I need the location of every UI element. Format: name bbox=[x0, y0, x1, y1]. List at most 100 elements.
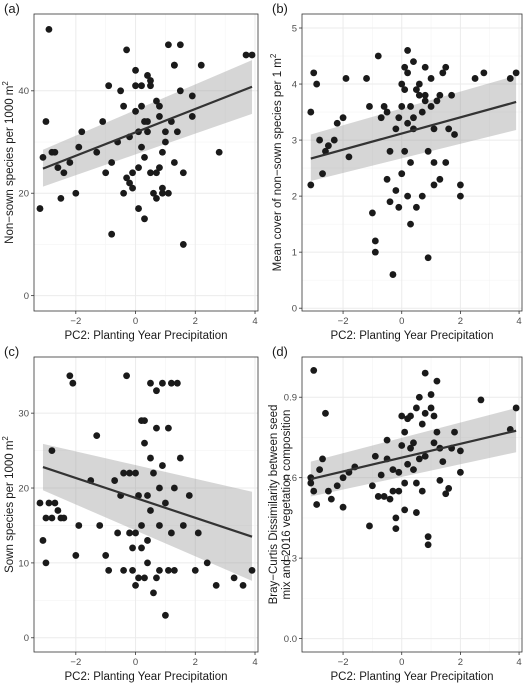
x-tick-label: 0 bbox=[133, 316, 138, 327]
data-point bbox=[173, 128, 181, 136]
y-axis-label: Non−sown species per 1000 m2 bbox=[1, 81, 16, 244]
data-point bbox=[102, 552, 110, 559]
data-point bbox=[398, 80, 406, 88]
data-point bbox=[242, 51, 250, 59]
data-point bbox=[176, 454, 184, 462]
data-point bbox=[212, 581, 220, 589]
y-tick-label: 1 bbox=[292, 248, 297, 259]
data-point bbox=[156, 484, 163, 492]
data-point bbox=[147, 379, 154, 387]
data-point bbox=[132, 66, 139, 74]
data-point bbox=[135, 164, 142, 172]
data-point bbox=[424, 541, 432, 549]
data-point bbox=[369, 482, 376, 490]
data-point bbox=[386, 198, 394, 206]
data-point bbox=[150, 189, 157, 197]
regression-line bbox=[310, 100, 517, 160]
data-point bbox=[93, 148, 101, 156]
data-point bbox=[421, 97, 429, 105]
x-axis-label: PC2: Planting Year Precipitation bbox=[330, 671, 493, 683]
data-point bbox=[159, 189, 166, 197]
data-point bbox=[185, 492, 193, 499]
data-point bbox=[395, 468, 403, 476]
data-point bbox=[111, 477, 119, 484]
regression-line bbox=[42, 85, 253, 170]
data-point bbox=[141, 215, 148, 223]
y-tick-label: 5 bbox=[292, 23, 297, 34]
y-axis-label-superscript: 2 bbox=[269, 53, 278, 58]
data-point bbox=[413, 203, 420, 211]
data-point bbox=[424, 254, 432, 262]
data-point bbox=[78, 128, 86, 136]
data-point bbox=[141, 153, 148, 161]
data-point bbox=[93, 432, 101, 440]
data-point bbox=[42, 118, 50, 125]
panel-border bbox=[301, 356, 523, 653]
data-point bbox=[230, 574, 238, 582]
data-point bbox=[150, 469, 157, 477]
data-point bbox=[430, 159, 438, 166]
data-point bbox=[407, 159, 414, 166]
data-point bbox=[188, 113, 196, 120]
x-tick-label: 4 bbox=[252, 657, 257, 668]
data-point bbox=[439, 458, 447, 465]
data-point bbox=[159, 379, 166, 387]
data-point bbox=[123, 46, 130, 54]
y-tick-label: 0 bbox=[24, 633, 29, 644]
data-point bbox=[395, 114, 403, 122]
data-point bbox=[339, 474, 347, 482]
data-point bbox=[310, 487, 318, 495]
data-point bbox=[96, 522, 104, 529]
data-point bbox=[167, 379, 175, 387]
data-point bbox=[42, 514, 50, 522]
data-point bbox=[132, 581, 139, 589]
data-point bbox=[108, 230, 116, 238]
data-point bbox=[451, 428, 458, 436]
x-tick-label: 2 bbox=[458, 657, 463, 668]
y-tick-label: 30 bbox=[18, 409, 29, 420]
data-point bbox=[415, 80, 423, 88]
data-point bbox=[374, 52, 382, 60]
data-point bbox=[45, 499, 53, 507]
data-point bbox=[129, 544, 136, 552]
data-point bbox=[72, 189, 80, 197]
data-point bbox=[138, 82, 145, 90]
data-point bbox=[159, 148, 166, 156]
data-point bbox=[369, 209, 376, 217]
data-point bbox=[407, 220, 414, 228]
data-point bbox=[153, 574, 160, 582]
data-point bbox=[427, 75, 435, 82]
x-tick-label: 4 bbox=[516, 316, 521, 327]
data-point bbox=[398, 412, 406, 420]
data-point bbox=[69, 379, 77, 387]
data-point bbox=[383, 175, 391, 183]
y-tick-label: 20 bbox=[18, 189, 29, 200]
plot-background bbox=[34, 357, 258, 652]
data-point bbox=[153, 424, 160, 432]
x-axis-label: PC2: Planting Year Precipitation bbox=[64, 330, 227, 342]
data-point bbox=[386, 147, 394, 155]
data-point bbox=[404, 192, 411, 200]
data-point bbox=[170, 484, 178, 492]
panel-border bbox=[33, 13, 259, 312]
data-point bbox=[389, 487, 397, 495]
data-point bbox=[404, 119, 411, 127]
data-point bbox=[325, 487, 332, 495]
data-point bbox=[126, 179, 133, 187]
data-point bbox=[430, 181, 438, 189]
data-point bbox=[144, 72, 151, 79]
data-point bbox=[153, 169, 160, 177]
data-point bbox=[132, 82, 139, 90]
data-point bbox=[404, 460, 411, 468]
data-point bbox=[401, 63, 409, 71]
data-point bbox=[54, 507, 62, 514]
data-point bbox=[339, 114, 347, 122]
data-point bbox=[313, 501, 321, 508]
x-tick-label: 4 bbox=[252, 316, 257, 327]
x-tick-label: 4 bbox=[516, 657, 521, 668]
data-point bbox=[144, 492, 151, 499]
data-point bbox=[153, 97, 160, 105]
data-point bbox=[167, 529, 175, 537]
data-point bbox=[141, 574, 148, 582]
